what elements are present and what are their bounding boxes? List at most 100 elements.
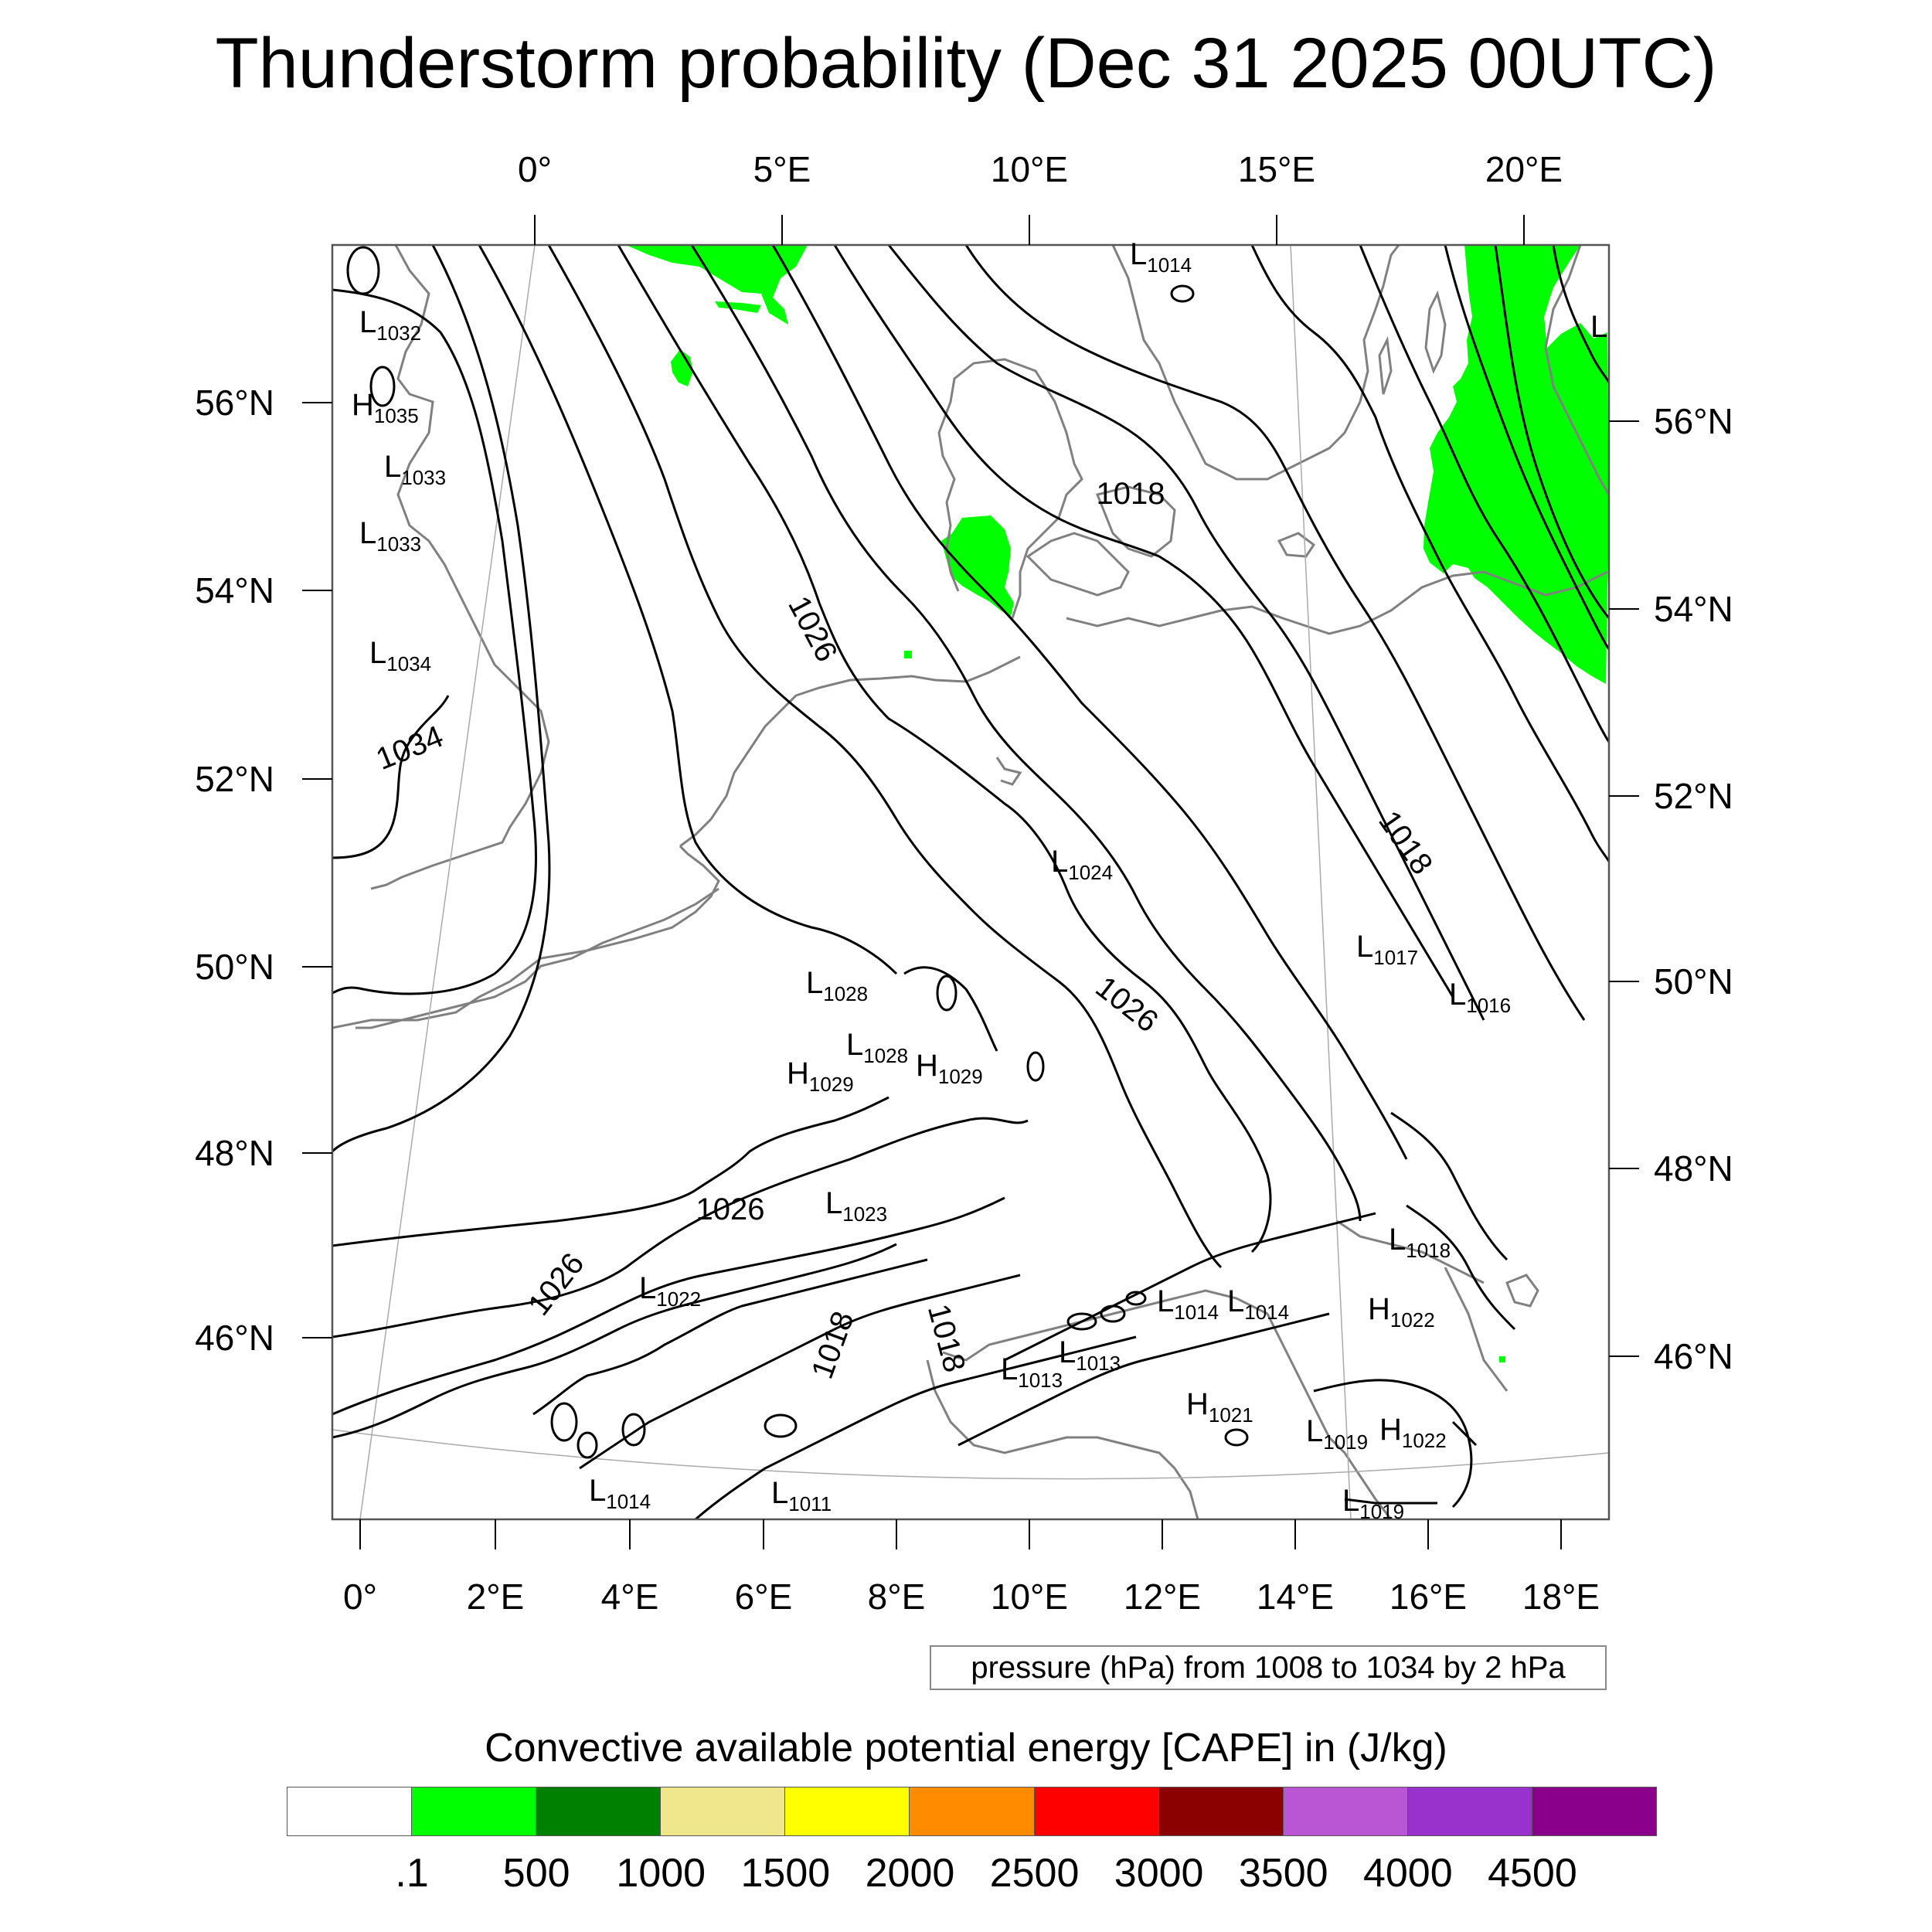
isobar-3 — [478, 245, 898, 975]
coast-border-2 — [1444, 1267, 1509, 1392]
coast-border-1 — [1336, 1219, 1485, 1284]
isobar-value-label: 1026 — [696, 1192, 765, 1226]
isobar-loop-8 — [621, 1413, 646, 1447]
pressure-center: L1014 — [1157, 1284, 1219, 1324]
isobar-value-label: 1026 — [1089, 970, 1164, 1039]
isobar-28 — [1344, 1498, 1437, 1505]
isobars — [332, 245, 1609, 1519]
isobar-value-label: 1034 — [372, 719, 448, 777]
pressure-center: L1011 — [771, 1476, 832, 1515]
isobar-13 — [1250, 245, 1609, 862]
bottom-axis-label: 18°E — [1522, 1577, 1600, 1617]
colorbar-swatch — [909, 1787, 1035, 1836]
isobar-25 — [1004, 1212, 1376, 1362]
cape-area-baltic-east — [1423, 245, 1609, 684]
isobar-value-label: 1026 — [781, 590, 844, 667]
colorbar-swatch — [287, 1787, 413, 1836]
pressure-center: L1024 — [1051, 845, 1113, 884]
meridian-15e — [1290, 245, 1352, 1519]
colorbar-swatch — [1406, 1787, 1532, 1836]
coast-great-britain-east — [370, 245, 550, 890]
left-axis-label: 48°N — [195, 1133, 274, 1173]
top-axis-label: 5°E — [753, 149, 811, 189]
bottom-axis-label: 16°E — [1389, 1577, 1467, 1617]
isobar-19 — [332, 1117, 1029, 1338]
coast-sweden-east — [1359, 245, 1400, 403]
right-axis-label: 54°N — [1654, 589, 1733, 629]
plot-frame — [331, 243, 1611, 1521]
pressure-center: L1019 — [1306, 1414, 1368, 1454]
pressure-center: L1018 — [1389, 1223, 1451, 1262]
colorbar-label: 1500 — [740, 1851, 831, 1896]
top-axis-label: 15°E — [1238, 149, 1315, 189]
isobar-20 — [332, 1196, 1005, 1416]
right-axis-label: 56°N — [1654, 401, 1733, 441]
axis-labels: 0° 5°E 10°E 15°E 20°E 56°N 54°N 52°N 50°… — [195, 149, 1733, 1617]
pressure-center: H1035 — [352, 388, 419, 427]
colorbar-label: 500 — [502, 1851, 570, 1896]
isobar-loop-6 — [550, 1402, 578, 1442]
isobar-loop-4 — [1100, 1304, 1126, 1323]
isobar-2 — [547, 245, 1223, 1269]
isobar-29 — [1406, 1204, 1516, 1331]
isobar-18 — [332, 1096, 889, 1247]
pressure-centers: L1014 L1032 H1035 L1033 L1033 L1034 L102… — [352, 237, 1607, 1523]
pressure-center: L1014 — [1227, 1284, 1289, 1324]
colorbar-swatch — [1531, 1787, 1658, 1836]
coast-danish-islands — [1026, 532, 1130, 597]
isobar-22 — [532, 1258, 928, 1416]
colorbar-label: 3500 — [1238, 1851, 1328, 1896]
colorbar-label: 4500 — [1488, 1851, 1577, 1896]
isobar-loop-11 — [346, 246, 380, 295]
colorbar-label: 2500 — [989, 1851, 1080, 1896]
isobar-loop-10 — [1224, 1428, 1249, 1447]
bottom-axis-label: 12°E — [1124, 1577, 1201, 1617]
colorbar-label: .1 — [395, 1851, 429, 1896]
isobar-value-label: 1018 — [1097, 477, 1165, 511]
coast-baltic-south — [1066, 570, 1608, 635]
cape-area-north-sea-top — [626, 245, 808, 325]
coast-oland — [1378, 335, 1393, 395]
coast-gotland — [1424, 290, 1447, 374]
cape-shading — [626, 245, 1609, 1362]
pressure-center: L1034 — [369, 636, 431, 675]
bottom-axis-label: 4°E — [601, 1577, 659, 1617]
isobar-value-labels: 1026 1034 1018 1018 1026 1026 1026 1018 … — [372, 477, 1440, 1383]
isobar-24 — [695, 1335, 1137, 1519]
isobar-8 — [690, 245, 1362, 1222]
colorbar-label: 4000 — [1362, 1851, 1453, 1896]
coast-lake — [1505, 1274, 1539, 1308]
colorbar-swatch — [660, 1787, 786, 1836]
pressure-center: L1014 — [1130, 237, 1192, 277]
parallel-45n — [332, 1429, 1609, 1480]
coast-netherlands-germany — [679, 655, 1021, 848]
left-axis-label: 54°N — [195, 570, 274, 611]
cape-area-dot-south — [1499, 1356, 1505, 1362]
colorbar-swatch — [784, 1787, 910, 1836]
pressure-center: L1019 — [1342, 1484, 1404, 1523]
isobar-loop-1 — [936, 975, 957, 1012]
colorbar — [287, 1787, 1658, 1836]
pressure-center: L1028 — [846, 1028, 908, 1067]
isobar-16 — [1494, 245, 1609, 619]
left-axis-label: 50°N — [195, 947, 274, 987]
pressure-center: L1032 — [359, 305, 421, 345]
isobar-loop-3 — [1066, 1312, 1097, 1331]
pressure-center: L1017 — [1356, 930, 1418, 969]
colorbar-swatch — [411, 1787, 537, 1836]
isobar-21 — [332, 1243, 897, 1439]
left-axis-label: 46°N — [195, 1318, 274, 1358]
cape-area-denmark-west — [941, 515, 1014, 617]
tick-marks — [302, 215, 1639, 1549]
coastlines — [332, 245, 1609, 1519]
pressure-center: L1022 — [639, 1271, 701, 1311]
isobar-loop-7 — [577, 1431, 598, 1459]
isobar-27 — [1313, 1379, 1473, 1509]
bottom-axis-label: 10°E — [991, 1577, 1068, 1617]
bottom-axis-label: 8°E — [868, 1577, 926, 1617]
coast-great-britain-south — [355, 887, 719, 1029]
right-axis-label: 50°N — [1654, 961, 1733, 1002]
isobar-loop-2 — [1170, 284, 1195, 303]
isobar-loop-5 — [1125, 1291, 1147, 1306]
bottom-axis-label: 14°E — [1257, 1577, 1334, 1617]
